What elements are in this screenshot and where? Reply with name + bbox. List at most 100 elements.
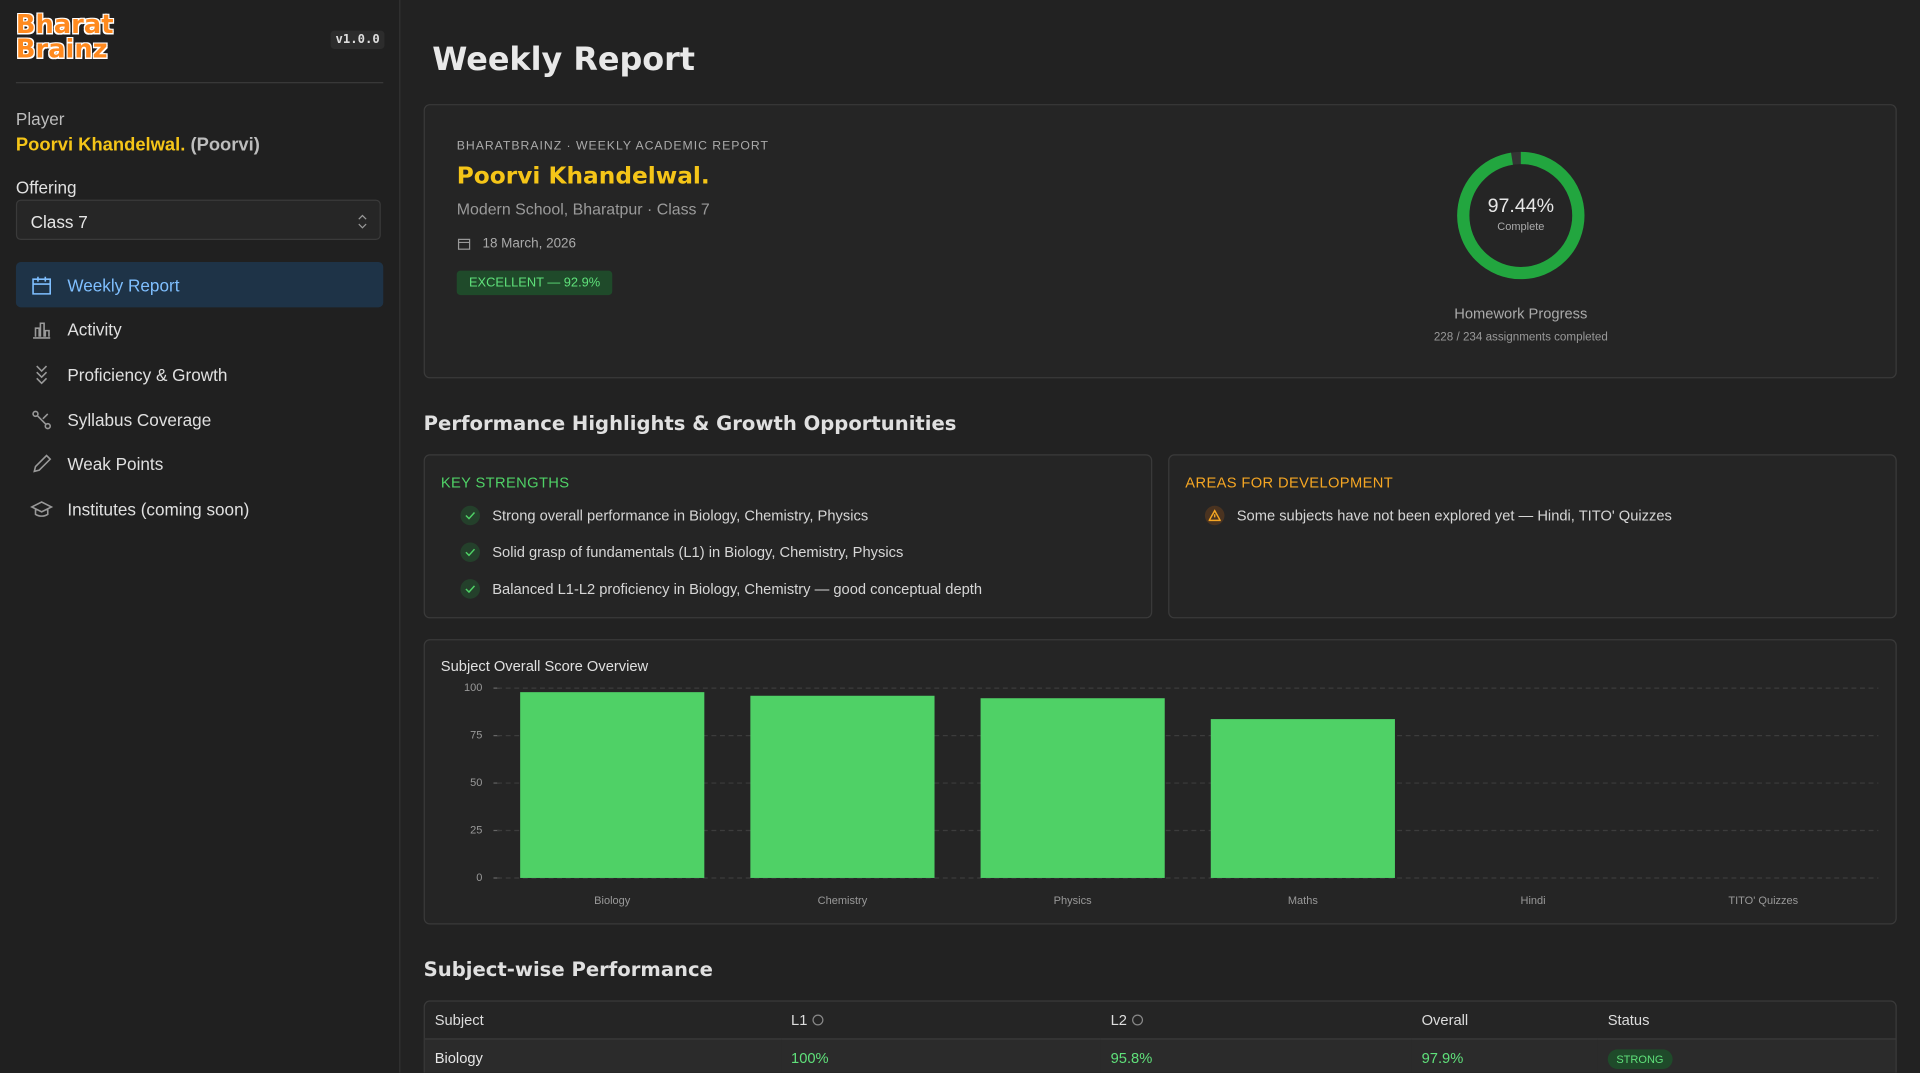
list-text: Solid grasp of fundamentals (L1) in Biol… — [492, 543, 904, 561]
table-cell: STRONG — [1597, 1038, 1896, 1073]
section-title: Performance Highlights & Growth Opportun… — [423, 411, 957, 435]
check-icon — [460, 579, 481, 599]
icon — [465, 511, 476, 520]
column-header: Subject — [424, 1001, 782, 1040]
chart-title: Subject Overall Score Overview — [441, 659, 649, 675]
nav-item[interactable]: Proficiency & Growth — [16, 352, 383, 397]
kicker: BHARATBRAINZ · WEEKLY ACADEMIC REPORT — [456, 139, 769, 154]
bar — [980, 698, 1165, 878]
y-tick-label: 25 — [470, 824, 482, 836]
bar — [1210, 719, 1395, 878]
cell-text: 100% — [791, 1049, 829, 1067]
nav-item[interactable]: Syllabus Coverage — [16, 397, 383, 442]
chart-card: Subject Overall Score Overview 0 25 50 75 10… — [423, 639, 1897, 925]
icon-path — [465, 585, 476, 594]
y-tick-label: 75 — [470, 730, 482, 742]
progress-value: 97.44% — [1488, 195, 1554, 217]
column-header: L1 — [781, 1001, 1101, 1040]
calendar-icon — [457, 238, 471, 250]
table-cell: 100% — [781, 1038, 1101, 1073]
list-text: Some subjects have not been explored yet… — [1236, 506, 1672, 525]
nav-icon — [33, 454, 52, 473]
progress-ring: 97.44% Complete — [1457, 151, 1585, 280]
bar — [750, 695, 935, 878]
y-tick-label: 0 — [476, 872, 482, 884]
report-card: BHARATBRAINZ · WEEKLY ACADEMIC REPORT Po… — [423, 104, 1897, 379]
select-icon — [358, 214, 367, 229]
list-item: Some subjects have not been explored yet… — [1185, 497, 1672, 534]
cell-text: Biology — [434, 1049, 483, 1067]
cell-text: 95.8% — [1110, 1049, 1153, 1067]
table-cell: 97.9% — [1411, 1038, 1598, 1073]
y-tick-label: 100 — [464, 682, 482, 694]
student-name: Poorvi Khandelwal. — [456, 162, 710, 190]
list-item: Strong overall performance in Biology, C… — [441, 497, 982, 534]
icon-path — [465, 548, 476, 557]
check-icon — [460, 542, 481, 563]
nav-icon — [32, 410, 52, 429]
divider — [15, 82, 384, 84]
column-header: L2 — [1100, 1001, 1412, 1040]
nav-label: Proficiency & Growth — [67, 364, 228, 385]
nav-label: Syllabus Coverage — [67, 409, 212, 430]
player-nick: (Poorvi) — [190, 134, 260, 156]
logo-text: Bharat — [15, 9, 114, 40]
progress-title: Homework Progress — [1454, 304, 1588, 323]
nav-icon — [36, 365, 48, 385]
column-header: Overall — [1411, 1001, 1598, 1040]
nav-icon — [32, 276, 52, 295]
main: Weekly Report BHARATBRAINZ · WEEKLY ACAD… — [400, 0, 1920, 1073]
development-card: AREAS FOR DEVELOPMENT Some subjects have… — [1168, 454, 1897, 619]
performance-table: Subject L1 L2 Overall Status Biology 100% 95.8%… — [423, 1000, 1897, 1073]
x-tick-label: Maths — [1288, 895, 1318, 907]
nav-label: Weak Points — [67, 454, 164, 475]
x-tick-label: Physics — [1054, 895, 1092, 907]
nav-icon — [33, 322, 51, 339]
nav-item[interactable]: Institutes (coming soon) — [16, 487, 383, 532]
nav-item[interactable]: Weekly Report — [15, 262, 384, 308]
school: Modern School, Bharatpur · Class 7 — [456, 199, 710, 218]
player-name: Poorvi Khandelwal. — [15, 134, 186, 156]
icon-path — [1132, 1014, 1144, 1026]
nav-label: Weekly Report — [67, 274, 180, 295]
warning-icon — [1204, 505, 1225, 526]
offering-label: Offering — [15, 177, 77, 198]
strengths-card: KEY STRENGTHS Strong overall performance… — [423, 454, 1153, 619]
progress-arc — [1457, 151, 1585, 280]
nav-item[interactable]: Weak Points — [16, 442, 383, 487]
table-cell: 95.8% — [1100, 1038, 1412, 1073]
offering-select[interactable]: Class 7 — [15, 199, 381, 241]
x-tick-label: Chemistry — [818, 895, 868, 907]
date-text: 18 March, 2026 — [482, 236, 577, 252]
status-badge: STRONG — [1607, 1049, 1673, 1069]
page-title: Weekly Report — [432, 41, 696, 79]
player: Poorvi Khandelwal. (Poorvi) — [16, 135, 260, 156]
icon-path — [33, 454, 52, 473]
nav-label: Institutes (coming soon) — [67, 499, 250, 520]
nav-icon — [30, 501, 54, 517]
icon — [465, 585, 476, 594]
x-tick-label: TITO' Quizzes — [1728, 895, 1798, 907]
nav-label: Activity — [67, 319, 122, 340]
strengths-title: KEY STRENGTHS — [440, 473, 570, 492]
info-icon — [812, 1014, 824, 1026]
section-title: Subject-wise Performance — [423, 957, 713, 981]
sidebar: Bharat Brainz v1.0.0 Player Poorvi Khande… — [0, 0, 401, 1073]
icon-path — [32, 276, 52, 295]
list-text: Balanced L1-L2 proficiency in Biology, C… — [492, 580, 983, 598]
progress-detail: 228 / 234 assignments completed — [1433, 330, 1608, 345]
nav-item[interactable]: Activity — [16, 307, 383, 352]
x-tick-label: Hindi — [1521, 895, 1546, 907]
info-icon — [1132, 1014, 1144, 1026]
column-header: Status — [1597, 1001, 1896, 1040]
icon-path — [812, 1014, 824, 1026]
x-tick-label: Biology — [594, 895, 631, 907]
list-item: Balanced L1-L2 proficiency in Biology, C… — [441, 571, 982, 608]
grade-badge: EXCELLENT — 92.9% — [456, 270, 613, 296]
chart: Subject Overall Score Overview 0 25 50 75 10… — [441, 659, 1879, 907]
icon-path — [30, 501, 54, 517]
logo[interactable]: Bharat Brainz — [15, 9, 114, 62]
list-item: Solid grasp of fundamentals (L1) in Biol… — [441, 534, 982, 571]
icon-path — [465, 511, 476, 520]
